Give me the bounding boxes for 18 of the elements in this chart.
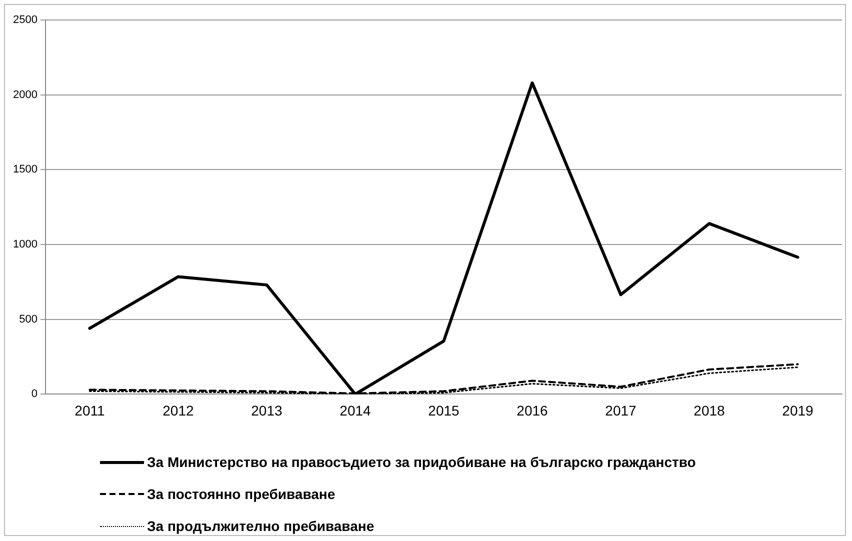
y-tick-label: 2000 xyxy=(12,88,38,101)
y-tick-label: 2500 xyxy=(12,14,38,26)
x-tick-label: 2012 xyxy=(162,402,194,418)
y-tick-label: 1500 xyxy=(12,164,38,176)
y-tick-label: 500 xyxy=(19,313,38,326)
x-tick-label: 2013 xyxy=(251,402,283,418)
legend-label: За продължително пребиваване xyxy=(147,518,374,534)
legend-label: За Министерство на правосъдието за придобиване на българско гражданство xyxy=(147,454,696,470)
x-tick-label: 2018 xyxy=(694,402,726,418)
y-tick-label: 1000 xyxy=(12,238,38,251)
x-tick-label: 2016 xyxy=(516,402,548,418)
x-tick-label: 2019 xyxy=(782,402,814,418)
x-tick-label: 2017 xyxy=(605,402,637,418)
y-tick-label: 0 xyxy=(31,388,38,400)
legend-label: За постоянно пребиваване xyxy=(147,486,336,502)
x-tick-label: 2015 xyxy=(428,402,460,418)
x-tick-label: 2014 xyxy=(340,402,372,418)
x-tick-label: 2011 xyxy=(74,402,105,418)
